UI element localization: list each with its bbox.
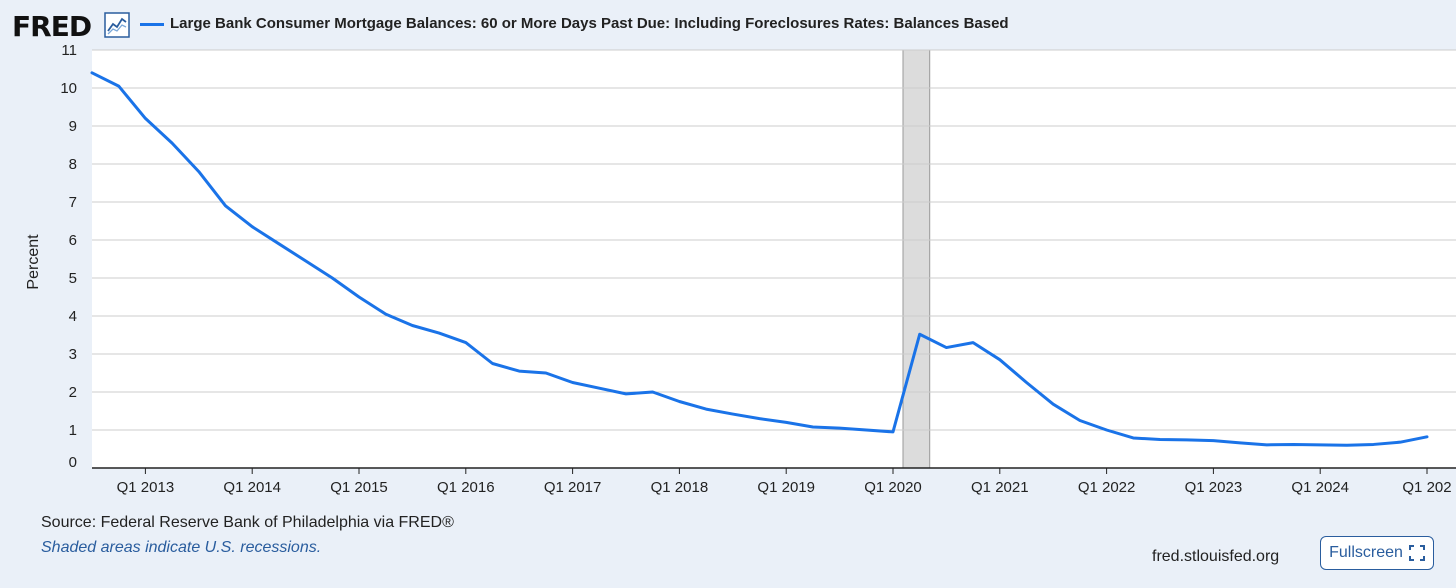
x-tick-label: Q1 2021: [971, 479, 1029, 496]
y-tick-label: 9: [69, 118, 77, 135]
x-tick-label: Q1 2017: [544, 479, 602, 496]
y-tick-label: 1: [69, 422, 77, 439]
x-tick-label: Q1 2022: [1078, 479, 1136, 496]
y-tick-label: 6: [69, 232, 77, 249]
line-chart-icon: [104, 12, 130, 38]
chart-title: Large Bank Consumer Mortgage Balances: 6…: [170, 15, 1009, 32]
y-tick-label: 7: [69, 194, 77, 211]
x-tick-label: Q1 2016: [437, 479, 495, 496]
fullscreen-button[interactable]: Fullscreen: [1320, 536, 1434, 570]
x-tick-label: Q1 2014: [223, 479, 281, 496]
x-tick-label: Q1 2020: [864, 479, 922, 496]
fullscreen-label: Fullscreen: [1329, 544, 1403, 561]
y-tick-label: 2: [69, 384, 77, 401]
x-tick-label: Q1 2013: [117, 479, 175, 496]
plot-area: [92, 50, 1456, 468]
x-tick-label: Q1 2019: [757, 479, 815, 496]
recession-note: Shaded areas indicate U.S. recessions.: [41, 539, 322, 556]
fred-logo: FRED: [12, 10, 92, 43]
y-axis-label: Percent: [25, 234, 42, 290]
y-tick-label: 11: [61, 42, 77, 59]
x-tick-label: Q1 2018: [651, 479, 709, 496]
y-tick-label: 8: [69, 156, 77, 173]
x-tick-label: Q1 2015: [330, 479, 388, 496]
y-tick-label: 10: [60, 80, 77, 97]
expand-icon: [1408, 545, 1425, 561]
y-tick-label: 4: [69, 308, 77, 325]
source-text: Source: Federal Reserve Bank of Philadel…: [41, 514, 454, 531]
x-tick-label: Q1 2023: [1185, 479, 1243, 496]
x-tick-label: Q1 2024: [1291, 479, 1349, 496]
series-line: [90, 71, 1429, 447]
site-url[interactable]: fred.stlouisfed.org: [1152, 548, 1280, 565]
y-tick-label: 0: [69, 454, 77, 471]
legend-swatch: [140, 23, 164, 26]
recession-band: [902, 49, 931, 469]
x-tick-label: Q1 202: [1402, 479, 1451, 496]
y-tick-label: 3: [69, 346, 77, 363]
y-tick-label: 5: [69, 270, 77, 287]
